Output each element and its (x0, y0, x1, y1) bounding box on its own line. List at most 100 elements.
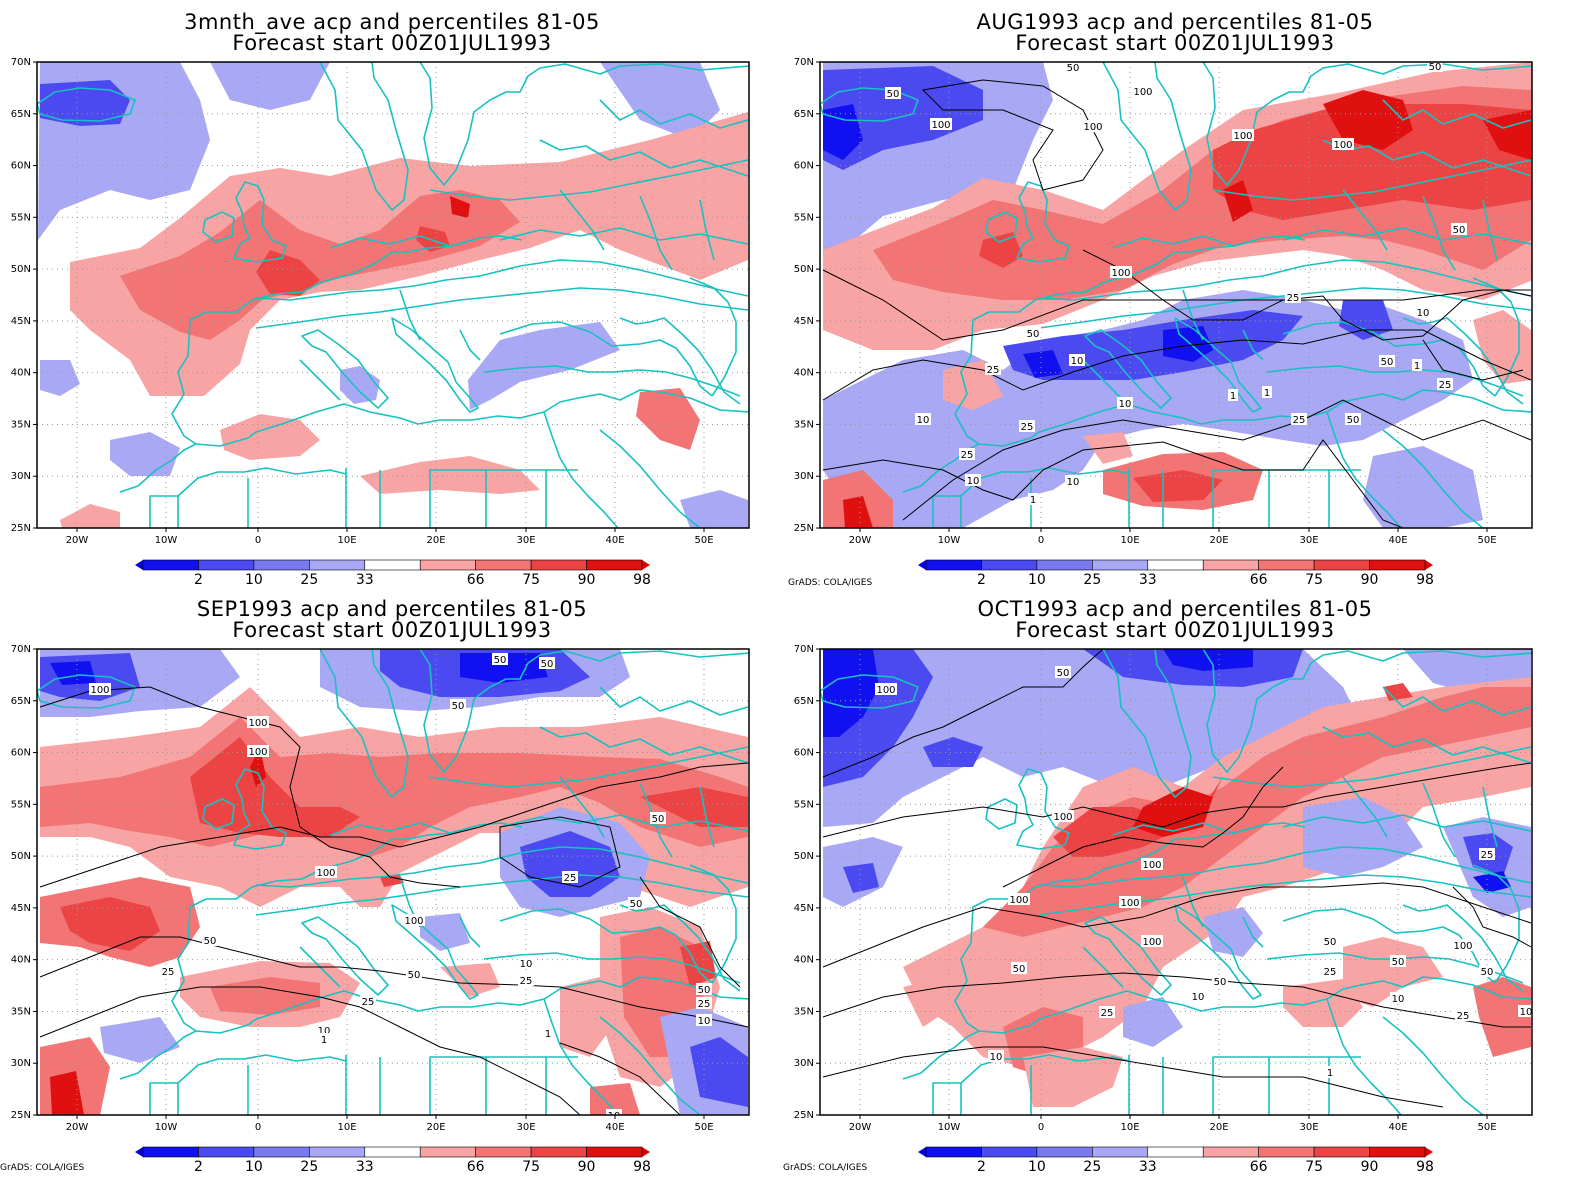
contour-label: 50 (1427, 62, 1443, 73)
panel-title: 3mnth_ave acp and percentiles 81-05 (184, 10, 600, 35)
climatology-contours (822, 79, 1532, 528)
svg-text:10: 10 (520, 959, 533, 970)
lat-tick-label: 25N (11, 523, 31, 534)
contour-label: 25 (1455, 1009, 1471, 1022)
svg-text:50: 50 (408, 970, 421, 981)
lat-tick-label: 50N (794, 851, 814, 862)
lon-tick-label: 40E (605, 1122, 624, 1133)
lon-tick-label: 10W (938, 1122, 961, 1133)
colorbar-label: 66 (1250, 1159, 1268, 1175)
contour-label: 10 (1190, 990, 1206, 1003)
lon-tick-label: 20W (849, 535, 872, 546)
contour-label: 100 (1132, 85, 1154, 98)
map-frame (36, 61, 750, 529)
svg-text:10: 10 (1119, 399, 1132, 410)
colorbar-label: 25 (1083, 1159, 1101, 1175)
lon-tick-label: 40E (1388, 535, 1407, 546)
svg-text:25: 25 (698, 999, 711, 1010)
panel-title: SEP1993 acp and percentiles 81-05 (197, 597, 587, 621)
svg-text:10: 10 (1417, 308, 1430, 319)
colorbar: 2 10 25 33 66 75 90 98 (918, 559, 1434, 588)
svg-text:10: 10 (1392, 994, 1405, 1005)
percentile-shading: 50 50 50 100 100 100 100 100 50 100 50 25 50 10 25 10 25… (820, 62, 1532, 528)
lon-tick-label: 30E (516, 535, 535, 546)
svg-text:1: 1 (545, 1029, 551, 1040)
lon-tick-label: 10E (1120, 535, 1139, 546)
svg-text:100: 100 (1142, 860, 1161, 871)
contour-label: 50 (1322, 935, 1338, 948)
contour-label: 10 (1117, 397, 1133, 410)
lon-tick-label: 10W (938, 535, 961, 546)
contour-label: 50 (650, 812, 666, 825)
svg-text:10: 10 (917, 415, 930, 426)
grads-credit: GrADS: COLA/IGES (0, 1163, 84, 1173)
contour-label: 25 (562, 871, 578, 884)
contour-label: 50 (539, 657, 555, 670)
svg-text:100: 100 (1053, 812, 1072, 823)
contour-label: 50 (628, 897, 644, 910)
contour-label: 100 (1332, 138, 1354, 151)
lon-tick-label: 50E (1477, 535, 1496, 546)
svg-text:25: 25 (1101, 1008, 1114, 1019)
colorbar-label: 25 (300, 1159, 318, 1175)
colorbar-label: 66 (467, 572, 485, 588)
colorbar-label: 98 (1416, 1159, 1434, 1175)
colorbar-label: 90 (1361, 1159, 1379, 1175)
lon-tick-label: 20W (849, 1122, 872, 1133)
svg-text:10: 10 (1067, 477, 1080, 488)
contour-label: 50 (696, 983, 712, 996)
svg-text:100: 100 (1133, 87, 1152, 98)
contour-label: 25 (1285, 291, 1301, 304)
svg-text:50: 50 (887, 89, 900, 100)
contour-label: 50 (202, 934, 218, 947)
svg-text:50: 50 (1429, 62, 1442, 73)
lat-tick-label: 25N (794, 523, 814, 534)
svg-text:50: 50 (204, 936, 217, 947)
lat-tick-label: 55N (794, 799, 814, 810)
contour-label: 10 (1065, 475, 1081, 488)
svg-text:25: 25 (961, 450, 974, 461)
colorbar-label: 2 (194, 572, 203, 588)
contour-label: 100 (1141, 935, 1163, 948)
contour-label: 100 (315, 866, 337, 879)
lat-tick-label: 35N (11, 419, 31, 430)
colorbar-label: 33 (1139, 1159, 1157, 1175)
colorbar-label: 10 (1028, 1159, 1046, 1175)
contour-label: 50 (1055, 666, 1071, 679)
contour-label: 10 (1415, 306, 1431, 319)
lat-tick-label: 55N (11, 799, 31, 810)
contour-label: 25 (518, 974, 534, 987)
svg-text:50: 50 (1347, 415, 1360, 426)
colorbar-label: 2 (977, 572, 986, 588)
svg-text:50: 50 (1324, 937, 1337, 948)
contour-label: 50 (1451, 223, 1467, 236)
svg-text:25: 25 (1324, 967, 1337, 978)
contour-label: 100 (89, 683, 111, 696)
lat-tick-label: 35N (11, 1006, 31, 1017)
contour-label: 10 (915, 413, 931, 426)
svg-text:25: 25 (1439, 380, 1452, 391)
contour-label: 100 (247, 716, 269, 729)
lat-tick-label: 50N (794, 264, 814, 275)
contour-label: 10 (518, 957, 534, 970)
panel-title: OCT1993 acp and percentiles 81-05 (978, 597, 1373, 621)
lat-tick-label: 45N (11, 903, 31, 914)
lat-tick-label: 25N (11, 1110, 31, 1121)
colorbar-label: 66 (1250, 572, 1268, 588)
lat-tick-label: 30N (11, 471, 31, 482)
contour-label: 10 (606, 1109, 622, 1115)
map-panel-p3: SEP1993 acp and percentiles 81-05Forecas… (0, 597, 750, 1175)
contour-label: 10 (1390, 992, 1406, 1005)
colorbar-label: 10 (245, 572, 263, 588)
svg-text:100: 100 (876, 685, 895, 696)
lat-tick-label: 65N (11, 696, 31, 707)
colorbar: 2 10 25 33 66 75 90 98 (135, 1146, 651, 1175)
lon-tick-label: 20E (426, 535, 445, 546)
lat-tick-label: 40N (794, 955, 814, 966)
svg-text:100: 100 (404, 916, 423, 927)
contour-label: 50 (1011, 962, 1027, 975)
svg-text:50: 50 (1057, 668, 1070, 679)
colorbar-label: 10 (1028, 572, 1046, 588)
lon-tick-label: 0 (1038, 1122, 1044, 1133)
svg-text:100: 100 (90, 685, 109, 696)
